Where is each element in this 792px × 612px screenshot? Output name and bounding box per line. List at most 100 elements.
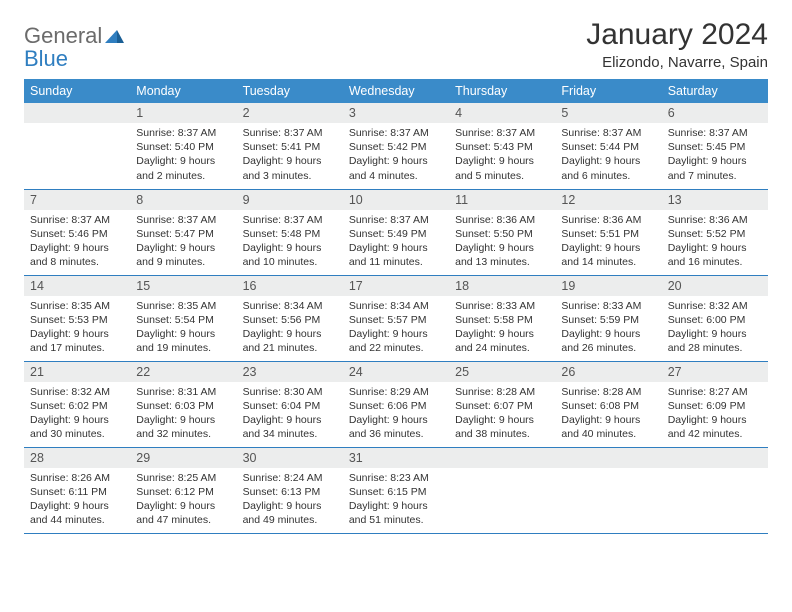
day-number: 2: [237, 103, 343, 123]
day-number-empty: [24, 103, 130, 123]
weekday-header-row: SundayMondayTuesdayWednesdayThursdayFrid…: [24, 79, 768, 103]
calendar-week-row: 14Sunrise: 8:35 AMSunset: 5:53 PMDayligh…: [24, 275, 768, 361]
day-details: Sunrise: 8:26 AMSunset: 6:11 PMDaylight:…: [24, 468, 130, 533]
day-number: 17: [343, 276, 449, 296]
day-details: Sunrise: 8:32 AMSunset: 6:00 PMDaylight:…: [662, 296, 768, 361]
calendar-week-row: 1Sunrise: 8:37 AMSunset: 5:40 PMDaylight…: [24, 103, 768, 189]
weekday-header: Thursday: [449, 79, 555, 103]
day-number-empty: [662, 448, 768, 468]
calendar-day-cell: 25Sunrise: 8:28 AMSunset: 6:07 PMDayligh…: [449, 361, 555, 447]
calendar-day-cell: 13Sunrise: 8:36 AMSunset: 5:52 PMDayligh…: [662, 189, 768, 275]
day-number: 29: [130, 448, 236, 468]
day-details: Sunrise: 8:36 AMSunset: 5:50 PMDaylight:…: [449, 210, 555, 275]
location: Elizondo, Navarre, Spain: [586, 54, 768, 71]
day-details: Sunrise: 8:30 AMSunset: 6:04 PMDaylight:…: [237, 382, 343, 447]
calendar-day-cell: [24, 103, 130, 189]
calendar-week-row: 28Sunrise: 8:26 AMSunset: 6:11 PMDayligh…: [24, 447, 768, 533]
calendar-day-cell: 4Sunrise: 8:37 AMSunset: 5:43 PMDaylight…: [449, 103, 555, 189]
calendar-week-row: 21Sunrise: 8:32 AMSunset: 6:02 PMDayligh…: [24, 361, 768, 447]
calendar-day-cell: 19Sunrise: 8:33 AMSunset: 5:59 PMDayligh…: [555, 275, 661, 361]
day-number: 27: [662, 362, 768, 382]
calendar-day-cell: 5Sunrise: 8:37 AMSunset: 5:44 PMDaylight…: [555, 103, 661, 189]
day-number: 6: [662, 103, 768, 123]
day-number: 26: [555, 362, 661, 382]
calendar-day-cell: 8Sunrise: 8:37 AMSunset: 5:47 PMDaylight…: [130, 189, 236, 275]
day-details: Sunrise: 8:25 AMSunset: 6:12 PMDaylight:…: [130, 468, 236, 533]
day-number: 4: [449, 103, 555, 123]
day-details: Sunrise: 8:37 AMSunset: 5:49 PMDaylight:…: [343, 210, 449, 275]
day-number: 5: [555, 103, 661, 123]
day-details: Sunrise: 8:31 AMSunset: 6:03 PMDaylight:…: [130, 382, 236, 447]
calendar-day-cell: [662, 447, 768, 533]
calendar-day-cell: [555, 447, 661, 533]
day-number: 13: [662, 190, 768, 210]
day-number: 21: [24, 362, 130, 382]
calendar-week-row: 7Sunrise: 8:37 AMSunset: 5:46 PMDaylight…: [24, 189, 768, 275]
weekday-header: Monday: [130, 79, 236, 103]
calendar-day-cell: 10Sunrise: 8:37 AMSunset: 5:49 PMDayligh…: [343, 189, 449, 275]
day-details: Sunrise: 8:28 AMSunset: 6:08 PMDaylight:…: [555, 382, 661, 447]
day-number: 23: [237, 362, 343, 382]
calendar-day-cell: 12Sunrise: 8:36 AMSunset: 5:51 PMDayligh…: [555, 189, 661, 275]
title-block: January 2024 Elizondo, Navarre, Spain: [586, 18, 768, 71]
day-details: Sunrise: 8:37 AMSunset: 5:41 PMDaylight:…: [237, 123, 343, 188]
day-details: Sunrise: 8:37 AMSunset: 5:46 PMDaylight:…: [24, 210, 130, 275]
day-number: 9: [237, 190, 343, 210]
calendar-day-cell: 3Sunrise: 8:37 AMSunset: 5:42 PMDaylight…: [343, 103, 449, 189]
day-details: Sunrise: 8:37 AMSunset: 5:48 PMDaylight:…: [237, 210, 343, 275]
day-details: Sunrise: 8:33 AMSunset: 5:59 PMDaylight:…: [555, 296, 661, 361]
weekday-header: Sunday: [24, 79, 130, 103]
day-number: 19: [555, 276, 661, 296]
calendar-day-cell: 6Sunrise: 8:37 AMSunset: 5:45 PMDaylight…: [662, 103, 768, 189]
logo-triangle-icon: [105, 24, 125, 47]
calendar-day-cell: 11Sunrise: 8:36 AMSunset: 5:50 PMDayligh…: [449, 189, 555, 275]
day-number: 8: [130, 190, 236, 210]
day-details: Sunrise: 8:33 AMSunset: 5:58 PMDaylight:…: [449, 296, 555, 361]
calendar-day-cell: 21Sunrise: 8:32 AMSunset: 6:02 PMDayligh…: [24, 361, 130, 447]
calendar-day-cell: 29Sunrise: 8:25 AMSunset: 6:12 PMDayligh…: [130, 447, 236, 533]
calendar-table: SundayMondayTuesdayWednesdayThursdayFrid…: [24, 79, 768, 534]
calendar-day-cell: 23Sunrise: 8:30 AMSunset: 6:04 PMDayligh…: [237, 361, 343, 447]
calendar-day-cell: 17Sunrise: 8:34 AMSunset: 5:57 PMDayligh…: [343, 275, 449, 361]
day-details: Sunrise: 8:34 AMSunset: 5:56 PMDaylight:…: [237, 296, 343, 361]
day-number: 31: [343, 448, 449, 468]
logo: GeneralBlue: [24, 18, 125, 70]
calendar-day-cell: 7Sunrise: 8:37 AMSunset: 5:46 PMDaylight…: [24, 189, 130, 275]
calendar-day-cell: 22Sunrise: 8:31 AMSunset: 6:03 PMDayligh…: [130, 361, 236, 447]
day-details: Sunrise: 8:37 AMSunset: 5:47 PMDaylight:…: [130, 210, 236, 275]
day-number: 24: [343, 362, 449, 382]
weekday-header: Tuesday: [237, 79, 343, 103]
weekday-header: Saturday: [662, 79, 768, 103]
day-details: Sunrise: 8:32 AMSunset: 6:02 PMDaylight:…: [24, 382, 130, 447]
day-details: Sunrise: 8:37 AMSunset: 5:45 PMDaylight:…: [662, 123, 768, 188]
day-details: Sunrise: 8:36 AMSunset: 5:52 PMDaylight:…: [662, 210, 768, 275]
logo-text-general: General: [24, 23, 102, 48]
day-details: Sunrise: 8:37 AMSunset: 5:44 PMDaylight:…: [555, 123, 661, 188]
calendar-day-cell: 26Sunrise: 8:28 AMSunset: 6:08 PMDayligh…: [555, 361, 661, 447]
day-details: Sunrise: 8:35 AMSunset: 5:54 PMDaylight:…: [130, 296, 236, 361]
day-details: Sunrise: 8:24 AMSunset: 6:13 PMDaylight:…: [237, 468, 343, 533]
calendar-day-cell: 18Sunrise: 8:33 AMSunset: 5:58 PMDayligh…: [449, 275, 555, 361]
calendar-day-cell: 28Sunrise: 8:26 AMSunset: 6:11 PMDayligh…: [24, 447, 130, 533]
day-details: Sunrise: 8:23 AMSunset: 6:15 PMDaylight:…: [343, 468, 449, 533]
calendar-day-cell: 14Sunrise: 8:35 AMSunset: 5:53 PMDayligh…: [24, 275, 130, 361]
logo-text-blue: Blue: [24, 46, 68, 71]
day-number: 20: [662, 276, 768, 296]
day-number: 18: [449, 276, 555, 296]
calendar-day-cell: 30Sunrise: 8:24 AMSunset: 6:13 PMDayligh…: [237, 447, 343, 533]
day-details: Sunrise: 8:29 AMSunset: 6:06 PMDaylight:…: [343, 382, 449, 447]
day-number: 15: [130, 276, 236, 296]
weekday-header: Friday: [555, 79, 661, 103]
day-number: 7: [24, 190, 130, 210]
calendar-day-cell: [449, 447, 555, 533]
day-details: Sunrise: 8:37 AMSunset: 5:42 PMDaylight:…: [343, 123, 449, 188]
day-number: 22: [130, 362, 236, 382]
day-number: 11: [449, 190, 555, 210]
day-number: 25: [449, 362, 555, 382]
day-number: 30: [237, 448, 343, 468]
calendar-day-cell: 31Sunrise: 8:23 AMSunset: 6:15 PMDayligh…: [343, 447, 449, 533]
day-number: 10: [343, 190, 449, 210]
calendar-day-cell: 27Sunrise: 8:27 AMSunset: 6:09 PMDayligh…: [662, 361, 768, 447]
day-details: Sunrise: 8:35 AMSunset: 5:53 PMDaylight:…: [24, 296, 130, 361]
day-details: Sunrise: 8:37 AMSunset: 5:43 PMDaylight:…: [449, 123, 555, 188]
